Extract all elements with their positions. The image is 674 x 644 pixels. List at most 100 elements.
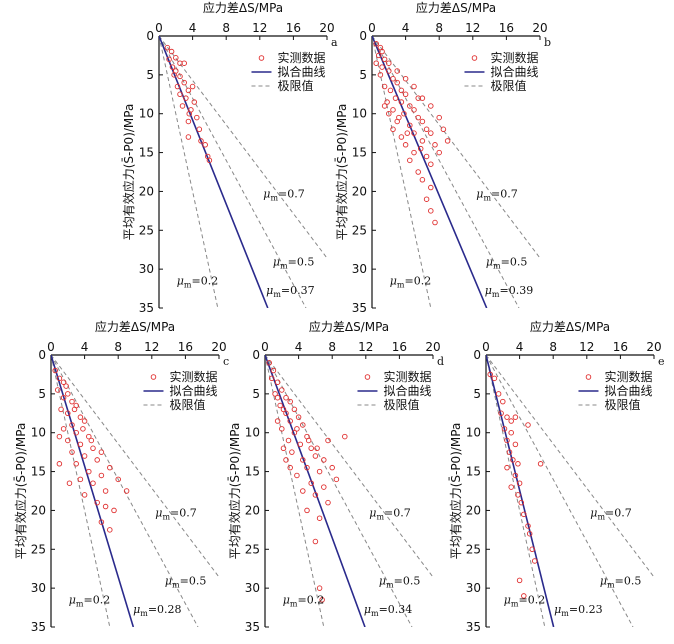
data-point [274, 418, 281, 424]
y-tick-label: 0 [359, 29, 367, 43]
data-point [436, 114, 442, 121]
limit-label: μm=0.5 [486, 255, 527, 270]
y-tick-label: 25 [31, 542, 46, 556]
data-point [65, 391, 71, 397]
data-point [512, 414, 519, 420]
x-tick-label: 16 [286, 21, 301, 35]
x-tick-label: 16 [613, 340, 628, 354]
y-tick-label: 0 [252, 348, 260, 362]
data-point [291, 406, 298, 413]
data-point [419, 138, 426, 144]
data-point [73, 461, 79, 467]
data-point [173, 55, 179, 61]
data-point [107, 527, 113, 533]
data-point [270, 367, 277, 374]
limit-label: μm=0.7 [263, 188, 304, 203]
data-point [181, 79, 187, 86]
data-point [537, 461, 544, 467]
data-point [386, 68, 392, 74]
limit-label: μm=0.2 [177, 275, 218, 290]
x-tick-label: 0 [368, 21, 376, 35]
data-point [411, 130, 417, 136]
data-point [181, 60, 187, 66]
y-axis-title: 平均有效应力(S̄-P0)/MPa [448, 423, 463, 560]
data-point [308, 480, 314, 486]
data-point [329, 464, 335, 471]
data-point [312, 492, 319, 498]
legend-entry: 拟合曲线 [383, 383, 431, 398]
limit-label: μm=0.7 [155, 507, 196, 522]
data-point [174, 83, 181, 90]
data-point [508, 484, 514, 490]
legend-entry: 极限值 [277, 78, 313, 93]
panel-letter: b [544, 36, 551, 49]
y-tick-label: 20 [466, 503, 481, 517]
data-point [398, 99, 405, 105]
x-tick-label: 4 [516, 340, 524, 354]
data-point [381, 103, 388, 109]
y-tick-label: 20 [352, 184, 367, 198]
y-tick-label: 25 [352, 223, 367, 237]
data-point [277, 402, 283, 409]
data-point [386, 110, 392, 117]
data-point [415, 114, 421, 121]
data-point [411, 83, 417, 90]
y-tick-label: 5 [359, 68, 367, 82]
data-point [491, 375, 498, 382]
data-point [398, 87, 405, 94]
y-axis-title: 平均有效应力(S̄-P0)/MPa [121, 104, 136, 241]
data-point [512, 441, 519, 448]
x-tick-label: 4 [402, 21, 410, 35]
data-point [379, 48, 385, 55]
data-point [177, 91, 183, 98]
x-tick-label: 0 [261, 340, 269, 354]
limit-line [265, 355, 325, 627]
data-point [526, 530, 533, 537]
data-point [52, 367, 58, 374]
data-point [312, 453, 319, 459]
data-point [432, 142, 438, 148]
data-point [394, 68, 400, 74]
data-point [58, 406, 64, 413]
legend-entry: 极限值 [169, 397, 205, 412]
data-point [81, 492, 88, 498]
y-tick-label: 30 [245, 581, 260, 595]
legend-entry: 极限值 [604, 397, 640, 412]
x-tick-label: 12 [358, 340, 373, 354]
x-tick-label: 4 [295, 340, 303, 354]
data-point [66, 480, 73, 486]
data-point [515, 492, 521, 498]
x-tick-label: 12 [252, 21, 267, 35]
data-point [185, 87, 192, 94]
fit-line [486, 355, 555, 627]
x-tick-label: 20 [319, 21, 334, 35]
legend-entry: 拟合曲线 [277, 64, 325, 79]
fit-label: μm=0.34 [364, 603, 412, 618]
x-tick-label: 16 [178, 340, 193, 354]
data-point [294, 426, 300, 432]
data-point [515, 461, 521, 467]
data-point [166, 56, 172, 63]
data-point [285, 437, 292, 444]
limit-line [51, 355, 111, 627]
data-point [56, 375, 63, 382]
x-tick-label: 0 [482, 340, 490, 354]
data-point [77, 476, 84, 483]
y-tick-label: 35 [139, 301, 154, 315]
data-point [375, 52, 382, 59]
data-point [342, 433, 348, 440]
data-point [325, 499, 331, 506]
fit-label: μm=0.28 [133, 603, 181, 618]
data-point [266, 360, 272, 366]
data-point [423, 196, 430, 202]
x-axis-title: 应力差ΔS/MPa [203, 0, 283, 15]
data-point [411, 149, 417, 156]
y-tick-label: 5 [146, 68, 154, 82]
limit-label: μm=0.5 [379, 574, 420, 589]
data-point [381, 56, 388, 63]
data-point [319, 597, 325, 603]
data-point [94, 499, 100, 506]
data-point [525, 422, 531, 428]
panel-a: 0 4 8 12 16 20 0 5 10 15 20 25 30 35 应力差ΔS/MPa 平均有效应力(S… [121, 0, 338, 315]
